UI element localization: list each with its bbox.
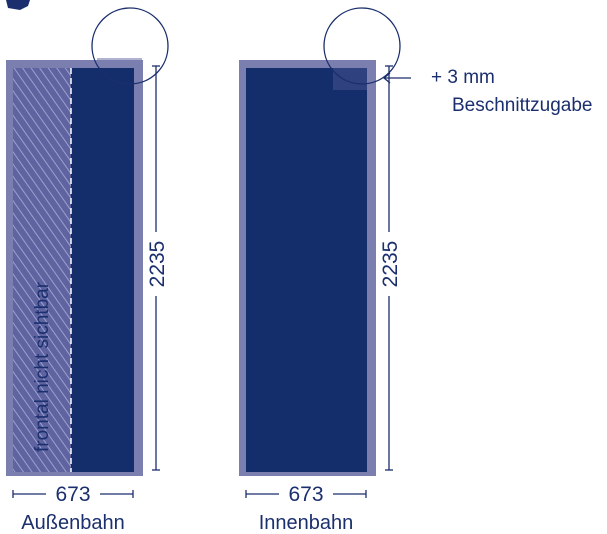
outer-visible-area xyxy=(71,68,134,472)
inner-corner-zoom-circle xyxy=(323,7,401,85)
inner-width-label: 673 xyxy=(288,483,323,506)
inner-height-label: 2235 xyxy=(379,241,402,288)
inner-panel: 2235 673 Innenbahn xyxy=(239,7,402,534)
outer-hatched-area xyxy=(13,68,71,472)
inner-visible-area xyxy=(246,68,367,472)
inner-corner-overlap xyxy=(333,68,367,90)
outer-width-label-bg xyxy=(46,483,100,505)
outer-corner-bleed-highlight xyxy=(97,58,142,68)
bleed-note-line2: Beschnittzugabe xyxy=(452,95,593,116)
outer-hidden-note: frontal nicht sichtbar xyxy=(32,281,53,452)
outer-height-label: 2235 xyxy=(146,241,169,288)
bleed-note-line1: + 3 mm xyxy=(431,67,495,88)
clipped-heading-fragment xyxy=(6,0,30,10)
outer-width-label: 673 xyxy=(55,483,90,506)
inner-panel-name: Innenbahn xyxy=(259,512,354,534)
bleed-note: + 3 mm Beschnittzugabe xyxy=(382,67,593,116)
inner-width-label-bg xyxy=(279,483,333,505)
outer-corner-zoom-circle xyxy=(91,7,169,85)
inner-corner-bleed-highlight xyxy=(333,60,376,90)
outer-height-label-bg xyxy=(144,232,168,296)
inner-height-label-bg xyxy=(377,232,401,296)
outer-panel-name: Außenbahn xyxy=(21,512,124,534)
bleed-note-arrow xyxy=(382,72,411,84)
outer-panel: frontal nicht sichtbar 2235 673 Außenbah… xyxy=(6,7,169,534)
